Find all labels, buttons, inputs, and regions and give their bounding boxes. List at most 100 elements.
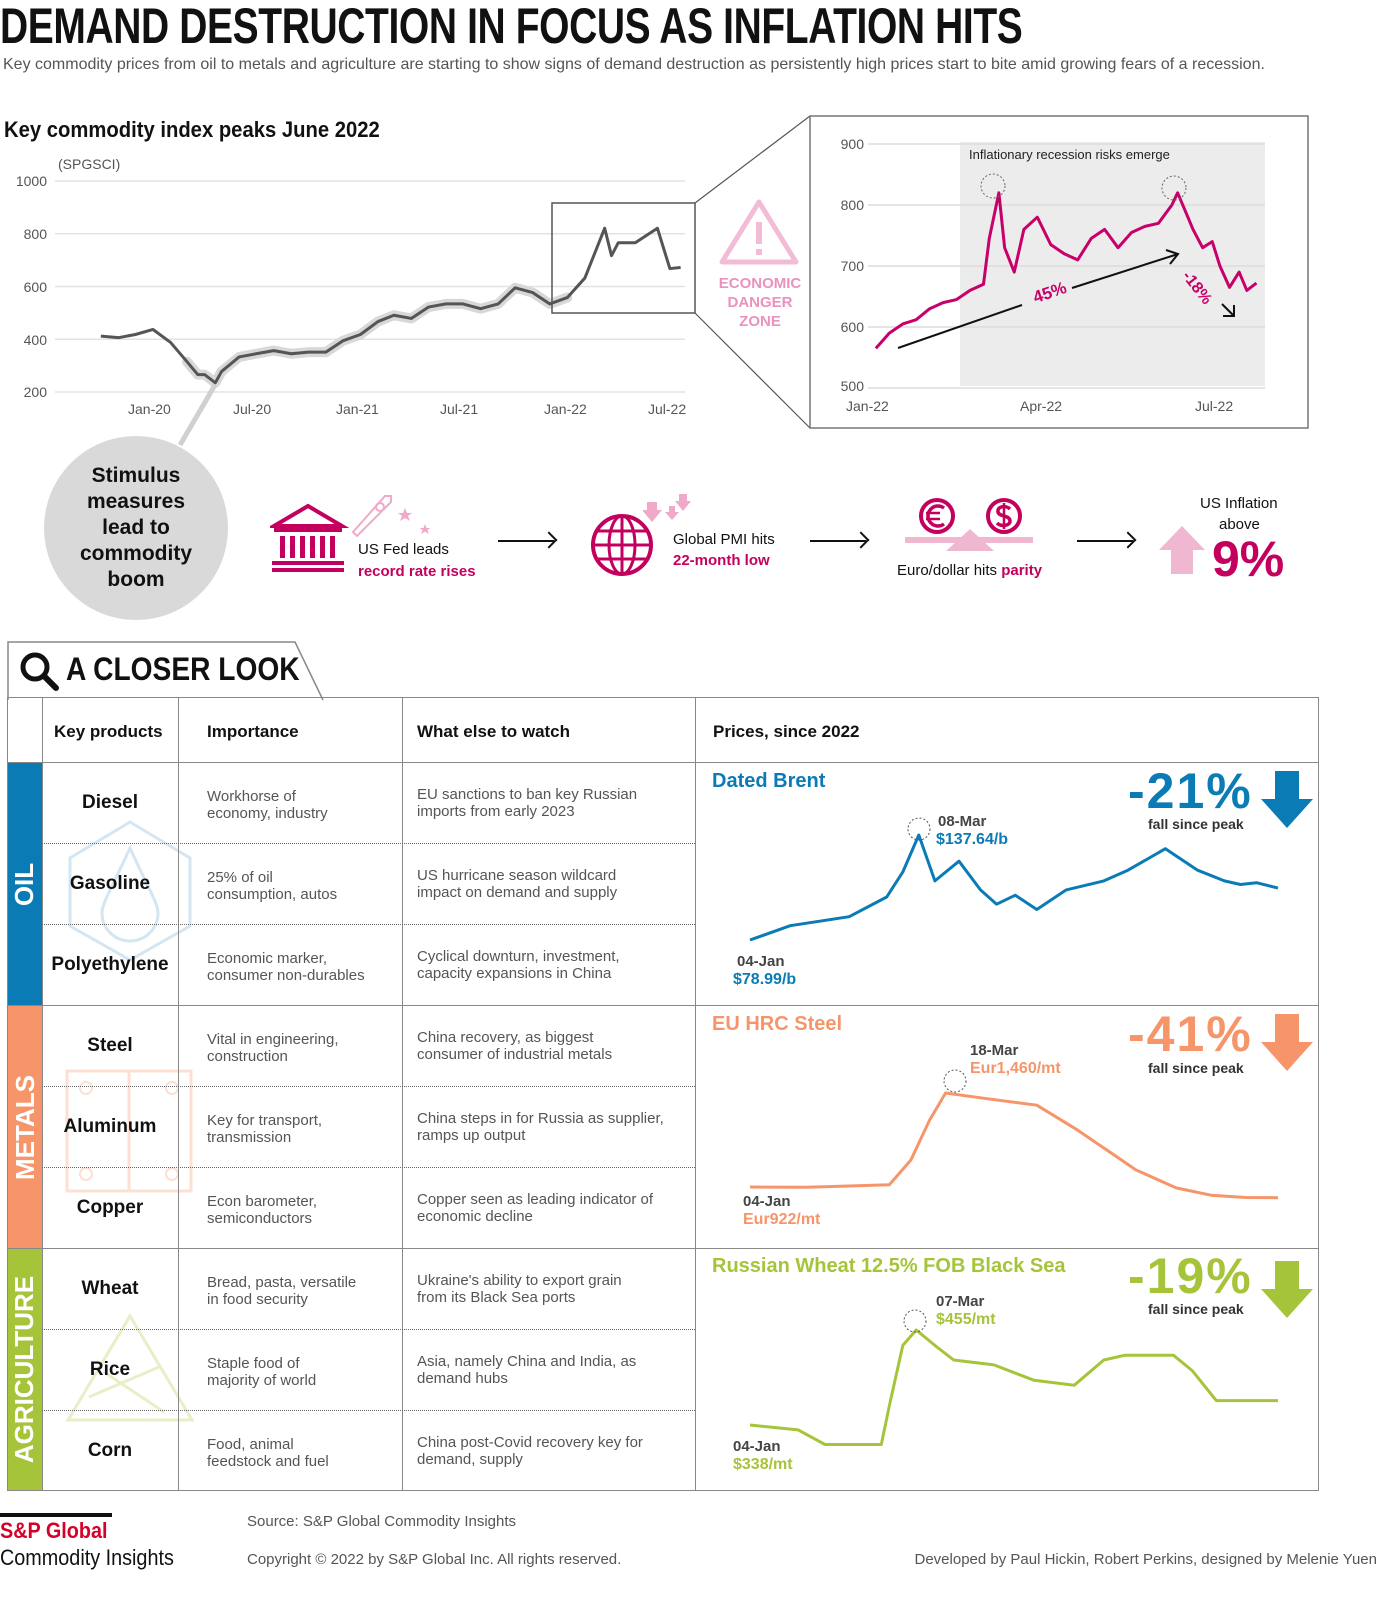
grain-pile-watermark-icon: [65, 1313, 195, 1422]
oil-drop-watermark-icon: [68, 820, 192, 962]
rocket-icon: [345, 490, 435, 545]
x-tick-label: Jan-22: [544, 401, 587, 417]
arrowhead: [1165, 249, 1180, 265]
column-divider: [402, 698, 403, 1490]
stimulus-text: Stimulus measures lead to commodity boom: [79, 464, 192, 591]
watch-text: China post-Covid recovery key for demand…: [417, 1434, 643, 1468]
globe-icon: [590, 513, 654, 582]
logo-subtitle: Commodity Insights: [0, 1545, 174, 1570]
closer-look-title: A CLOSER LOOK: [66, 651, 300, 687]
product-name: Gasoline: [69, 873, 151, 894]
watch-text: Copper seen as leading indicator of econ…: [417, 1191, 653, 1225]
peak-date-wheat: 07-Mar: [936, 1293, 985, 1310]
arrowhead: [1223, 305, 1235, 317]
inflation-line1: US Inflation: [1200, 495, 1278, 512]
price-title-steel: EU HRC Steel: [712, 1013, 843, 1035]
row-separator: [42, 924, 695, 925]
row-separator: [42, 843, 695, 844]
column-divider: [178, 698, 179, 1490]
price-title-wheat: Russian Wheat 12.5% FOB Black Sea: [712, 1255, 1066, 1277]
metal-plate-watermark-icon: [65, 1069, 193, 1193]
row-divider: [8, 1005, 1318, 1006]
peak-marker: [943, 1069, 967, 1093]
group-label: METALS: [9, 1074, 40, 1180]
product-name: Steel: [87, 1035, 133, 1056]
row-separator: [42, 1410, 695, 1411]
trend-arrow: [897, 304, 1023, 349]
down-arrows-icon: [642, 492, 693, 533]
change-pct-steel: -41%: [1128, 1006, 1253, 1062]
watch-text: Cyclical downturn, investment, capacity …: [417, 948, 620, 982]
peak-value-wheat: $455/mt: [936, 1311, 996, 1328]
change-label-steel: fall since peak: [1148, 1060, 1244, 1076]
down-arrow-icon: [1261, 771, 1313, 828]
importance-text: Vital in engineering, construction: [207, 1031, 339, 1065]
page-subtitle: Key commodity prices from oil to metals …: [3, 56, 1265, 73]
product-name: Wheat: [81, 1278, 139, 1299]
peak-date-brent: 08-Mar: [938, 813, 987, 830]
peak-value-steel: Eur1,460/mt: [970, 1060, 1061, 1077]
search-icon: [18, 650, 60, 697]
x-tick-label: Jul-22: [648, 401, 687, 417]
shaded-region-label: Inflationary recession risks emerge: [969, 147, 1170, 162]
dollar-icon: [986, 498, 1022, 534]
credits-text: Developed by Paul Hickin, Robert Perkins…: [914, 1551, 1377, 1568]
currency-seesaw-icon: [900, 495, 1040, 560]
danger-line: ZONE: [739, 313, 781, 330]
product-name: Corn: [87, 1440, 133, 1461]
peak-marker: [980, 173, 1006, 199]
group-label: AGRICULTURE: [9, 1275, 40, 1464]
logo-bar: [0, 1513, 112, 1517]
peak-value-brent: $137.64/b: [936, 831, 1009, 848]
change-pct-wheat: -19%: [1128, 1248, 1253, 1304]
y-tick-label: 200: [23, 384, 47, 400]
group-band-oil: OIL: [8, 763, 42, 1005]
change-label-brent: fall since peak: [1148, 816, 1244, 832]
header-importance: Importance: [207, 722, 299, 741]
danger-zone-label: ECONOMIC DANGER ZONE: [715, 274, 805, 331]
inflation-line2: above: [1219, 516, 1260, 533]
page-title: DEMAND DESTRUCTION IN FOCUS AS INFLATION…: [0, 0, 1023, 54]
start-value-brent: $78.99/b: [733, 971, 797, 988]
product-name: Aluminum: [63, 1116, 157, 1137]
closer-look-tab: [7, 641, 324, 701]
inset-y-tick: 500: [840, 378, 864, 394]
header-what-else: What else to watch: [417, 722, 571, 741]
fx-line1: Euro/dollar hits: [897, 562, 1002, 579]
highlight-band: [182, 282, 573, 388]
stimulus-pointer: [177, 383, 218, 447]
watch-text: Ukraine's ability to export grain from i…: [417, 1272, 622, 1306]
product-name: Rice: [89, 1359, 131, 1380]
fx-line2: parity: [1001, 562, 1043, 579]
group-band-metals: METALS: [8, 1006, 42, 1248]
warning-triangle-icon: [716, 196, 802, 273]
importance-text: Workhorse of economy, industry: [207, 788, 328, 822]
header-prices: Prices, since 2022: [713, 722, 860, 741]
inset-x-tick: Apr-22: [1020, 398, 1063, 414]
product-name: Polyethylene: [51, 954, 169, 975]
change-label-wheat: fall since peak: [1148, 1301, 1244, 1317]
column-divider: [695, 698, 696, 1490]
start-value-wheat: $338/mt: [733, 1456, 793, 1473]
importance-text: Bread, pasta, versatile in food security: [207, 1274, 357, 1308]
start-date-brent: 04-Jan: [737, 953, 785, 970]
spgsci-line: [100, 226, 681, 385]
product-name: Copper: [76, 1197, 144, 1218]
x-tick-label: Jan-20: [128, 401, 171, 417]
column-divider: [42, 698, 43, 1490]
euro-icon: [919, 498, 955, 534]
importance-text: Key for transport, transmission: [207, 1112, 323, 1146]
peak-marker: [1161, 175, 1187, 201]
peak-marker: [903, 1309, 927, 1333]
inset-y-tick: 900: [840, 136, 864, 152]
index-chart-ylabel: (SPGSCI): [58, 156, 121, 172]
watch-text: China recovery, as biggest consumer of i…: [417, 1029, 613, 1063]
product-name: Diesel: [82, 792, 138, 813]
inset-index-line: [874, 191, 1258, 350]
start-date-steel: 04-Jan: [743, 1193, 791, 1210]
importance-text: Food, animal feedstock and fuel: [207, 1436, 329, 1470]
arrow-right-icon: [810, 540, 866, 542]
y-tick-label: 400: [23, 332, 47, 348]
importance-text: Staple food of majority of world: [207, 1355, 317, 1389]
inset-y-tick: 800: [840, 197, 864, 213]
